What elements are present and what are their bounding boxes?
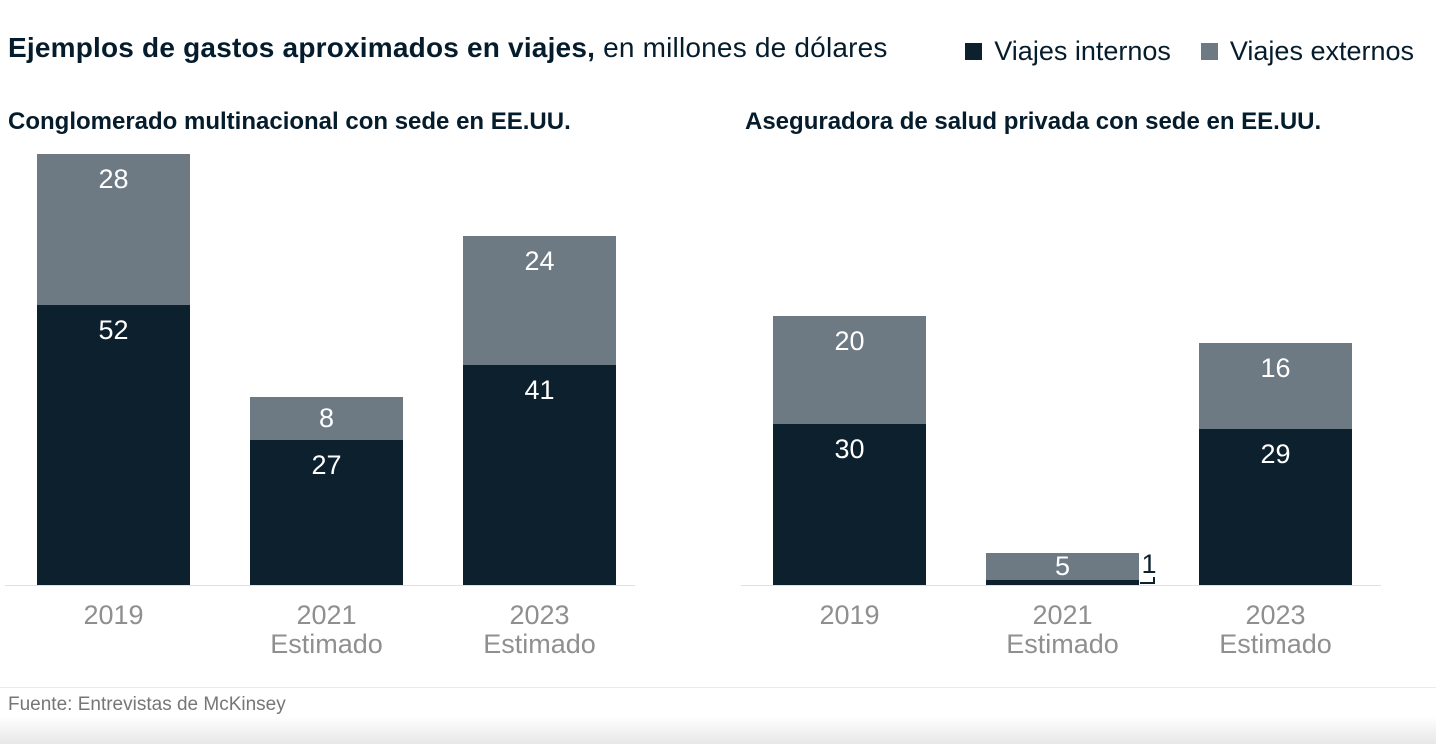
bar-value-label: 27 (311, 450, 342, 480)
bar-value-label: 30 (834, 434, 865, 464)
right-chart-plot: 30 20 2019 1 5 2021 Estimado 29 16 2023 Estimado (741, 155, 1381, 659)
legend: Viajes internos Viajes externos (965, 36, 1414, 67)
x-tick-line: Estimado (1006, 629, 1119, 659)
bar-segment-externos: 16 (1199, 343, 1352, 429)
bar-value-label: 41 (524, 375, 555, 405)
bar-value-label: 52 (98, 315, 129, 345)
page-title-regular: en millones de dólares (595, 32, 888, 63)
bar-value-label: 20 (834, 326, 865, 356)
bar-segment-externos: 20 (773, 316, 926, 424)
x-tick-label: 2021 Estimado (953, 601, 1173, 659)
bar-segment-internos: 29 (1199, 429, 1352, 585)
bar-value-label: 29 (1260, 439, 1291, 469)
x-tick-label: 2021 Estimado (217, 601, 437, 659)
source-note: Fuente: Entrevistas de McKinsey (8, 694, 286, 715)
legend-item-internos: Viajes internos (965, 36, 1171, 67)
footer-divider (0, 687, 1436, 688)
x-tick-label: 2023 Estimado (430, 601, 650, 659)
bar-segment-internos: 41 (463, 365, 616, 585)
left-chart-title: Conglomerado multinacional con sede en E… (8, 108, 571, 135)
bar-value-label: 28 (98, 164, 129, 194)
legend-label-externos: Viajes externos (1229, 36, 1414, 66)
x-tick-line: 2023 (509, 600, 570, 630)
bar-value-label: 8 (318, 403, 335, 433)
x-tick-line: Estimado (270, 629, 383, 659)
x-tick-line: 2021 (296, 600, 357, 630)
x-tick-line: Estimado (483, 629, 596, 659)
bar-segment-internos: 52 (37, 305, 190, 585)
bar-value-label: 5 (1054, 551, 1071, 581)
legend-item-externos: Viajes externos (1200, 36, 1414, 67)
bar-value-callout-label: 1 (1141, 549, 1157, 579)
bar-segment-internos: 27 (250, 440, 403, 585)
x-tick-label: 2019 (4, 601, 224, 630)
legend-label-internos: Viajes internos (994, 36, 1171, 66)
x-tick-label: 2023 Estimado (1166, 601, 1386, 659)
x-tick-line: 2023 (1245, 600, 1306, 630)
x-tick-label: 2019 (740, 601, 960, 630)
bar-segment-externos: 28 (37, 154, 190, 305)
bottom-fade (0, 716, 1436, 744)
x-tick-line: 2021 (1032, 600, 1093, 630)
page-title-bold: Ejemplos de gastos aproximados en viajes… (8, 32, 596, 63)
x-tick-line: Estimado (1219, 629, 1332, 659)
externos-swatch-icon (1200, 43, 1218, 60)
bar-value-label: 24 (524, 246, 555, 276)
left-chart-plot: 52 28 2019 27 8 2021 Estimado 41 24 2023 Estimado (5, 154, 635, 659)
bar-segment-internos: 30 (773, 424, 926, 585)
bar-segment-externos: 24 (463, 236, 616, 365)
callout-leader-line (1140, 577, 1155, 584)
bar-segment-internos (986, 580, 1139, 585)
bar-value-label: 16 (1260, 353, 1291, 383)
x-tick-line: 2019 (819, 600, 880, 630)
internos-swatch-icon (965, 43, 983, 60)
bar-segment-externos: 8 (250, 397, 403, 440)
x-tick-line: 2019 (83, 600, 144, 630)
page-title: Ejemplos de gastos aproximados en viajes… (8, 32, 888, 64)
right-chart-title: Aseguradora de salud privada con sede en… (745, 108, 1322, 135)
bar-segment-externos: 5 (986, 553, 1139, 580)
